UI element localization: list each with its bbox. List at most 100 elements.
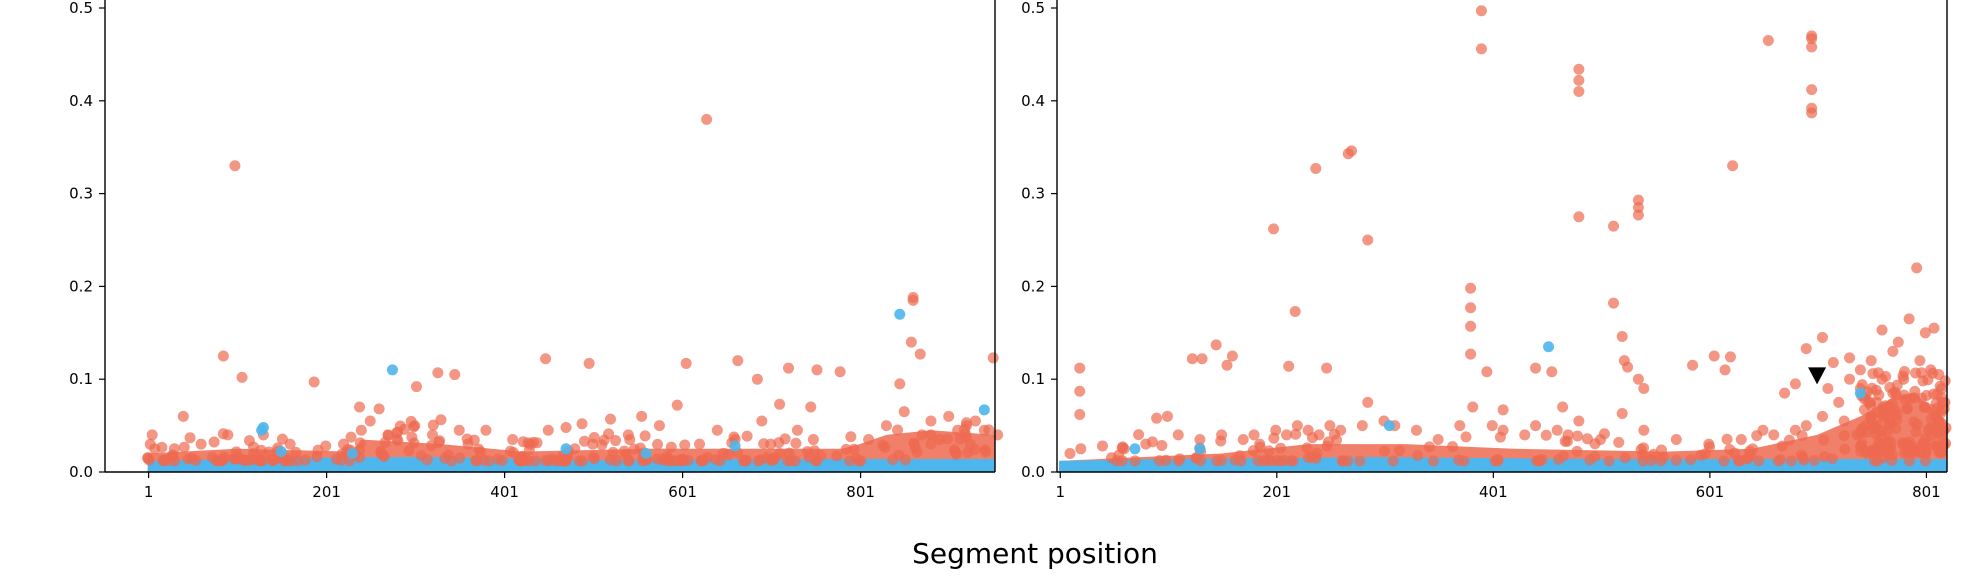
scatter-point <box>1816 331 1828 343</box>
scatter-point <box>382 429 394 441</box>
scatter-point <box>1412 450 1424 462</box>
scatter-point <box>1216 429 1228 441</box>
scatter-point <box>290 446 302 458</box>
scatter-point <box>1151 412 1163 424</box>
scatter-point <box>1562 429 1574 441</box>
scatter-point <box>409 420 421 432</box>
coral-dense-cluster <box>142 414 995 467</box>
scatter-point <box>1557 401 1569 413</box>
scatter-point <box>960 431 972 443</box>
scatter-point <box>146 429 158 441</box>
scatter-point <box>1645 454 1657 466</box>
scatter-point <box>1903 313 1915 325</box>
scatter-point <box>1387 455 1399 467</box>
scatter-point <box>1454 420 1466 432</box>
scatter-point <box>256 424 268 436</box>
scatter-point <box>1573 63 1585 75</box>
scatter-point <box>1708 350 1720 362</box>
scatter-point <box>1798 454 1810 466</box>
scatter-point <box>338 438 350 450</box>
scatter-point <box>1275 442 1287 454</box>
scatter-point <box>1806 107 1818 119</box>
scatter-point <box>427 419 439 431</box>
scatter-point <box>587 438 599 450</box>
scatter-point <box>1939 396 1951 408</box>
scatter-point <box>755 454 767 466</box>
scatter-point <box>1573 74 1585 86</box>
scatter-point <box>1140 438 1152 450</box>
scatter-point <box>911 446 923 458</box>
scatter-point <box>1346 145 1358 157</box>
scatter-point <box>1530 420 1542 432</box>
scatter-point <box>354 437 366 449</box>
scatter-point <box>243 435 255 447</box>
scatter-point <box>1210 339 1222 351</box>
scatter-point <box>267 455 279 467</box>
scatter-point <box>1933 368 1945 380</box>
x-tick-label: 801 <box>846 483 875 501</box>
scatter-point <box>952 424 964 436</box>
scatter-point <box>529 455 541 467</box>
scatter-point <box>514 453 526 465</box>
y-tick-label: 0.5 <box>1021 0 1045 17</box>
scatter-point <box>1186 353 1198 365</box>
scatter-point <box>711 424 723 436</box>
scatter-point <box>729 440 741 452</box>
scatter-point <box>320 440 332 452</box>
scatter-point <box>375 445 387 457</box>
scatter-point <box>470 454 482 466</box>
scatter-point <box>143 454 155 466</box>
scatter-point <box>907 294 919 306</box>
scatter-point <box>1475 43 1487 55</box>
scatter-point <box>605 413 617 425</box>
scatter-point <box>710 454 722 466</box>
scatter-point <box>1909 442 1921 454</box>
scatter-point <box>1519 429 1531 441</box>
scatter-point <box>737 455 749 467</box>
series-blue <box>256 308 990 459</box>
scatter-point <box>524 438 536 450</box>
scatter-point <box>1310 163 1322 175</box>
scatter-point <box>652 438 664 450</box>
scatter-point <box>1921 439 1933 451</box>
scatter-point <box>1856 438 1868 450</box>
scatter-point <box>1335 424 1347 436</box>
scatter-point <box>622 429 634 441</box>
scatter-point <box>805 401 817 413</box>
scatter-point <box>1871 396 1883 408</box>
scatter-point <box>1632 209 1644 221</box>
scatter-point <box>1290 428 1302 440</box>
scatter-point <box>1263 445 1275 457</box>
scatter-point <box>1622 361 1634 373</box>
scatter-point <box>863 434 875 446</box>
scatter-point <box>680 357 692 369</box>
scatter-point <box>1891 408 1903 420</box>
scatter-point <box>1839 443 1851 455</box>
scatter-point <box>1226 350 1238 362</box>
scatter-point <box>987 352 999 364</box>
scatter-point <box>1892 336 1904 348</box>
scatter-point <box>671 399 683 411</box>
scatter-point <box>1460 431 1472 443</box>
scatter-point <box>1584 454 1596 466</box>
y-tick-label: 0.2 <box>1021 277 1045 295</box>
scatter-point <box>406 431 418 443</box>
scatter-point <box>1161 410 1173 422</box>
scatter-point <box>411 381 422 393</box>
scatter-point <box>925 429 937 441</box>
scatter-point <box>1321 362 1333 374</box>
scatter-point <box>1719 364 1731 376</box>
scatter-point <box>1870 384 1882 396</box>
scatter-point <box>480 424 492 436</box>
scatter-point <box>1465 320 1477 332</box>
scatter-point <box>1670 454 1682 466</box>
scatter-point <box>1883 419 1895 431</box>
scatter-point <box>1616 331 1628 343</box>
scatter-point <box>308 376 320 388</box>
axes-frame: 0.0 0.1 0.2 0.3 0.4 0.5 1 201 401 601 801 <box>1021 0 1948 501</box>
scatter-point <box>831 450 843 462</box>
scatter-point <box>1786 455 1798 467</box>
scatter-point <box>576 418 588 430</box>
series-coral <box>1064 5 1951 459</box>
left-scatter-panel: 0.0 0.1 0.2 0.3 0.4 0.5 1 201 401 601 801 <box>69 0 1004 501</box>
